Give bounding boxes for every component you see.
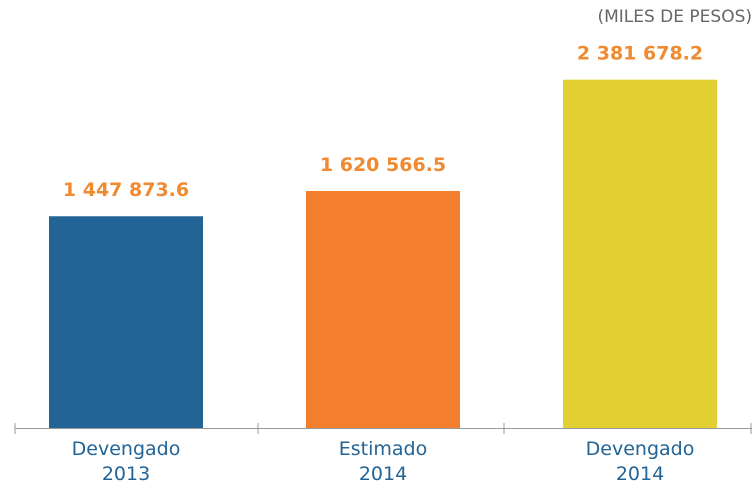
unit-label: (MILES DE PESOS) xyxy=(597,7,752,27)
value-label: 2 381 678.2 xyxy=(577,43,703,65)
value-label: 1 620 566.5 xyxy=(320,154,446,176)
x-tick-label: Devengado 2013 xyxy=(71,438,181,485)
bar xyxy=(49,216,203,428)
bar xyxy=(563,79,717,428)
x-tick-label: Devengado 2014 xyxy=(585,438,695,485)
value-label: 1 447 873.6 xyxy=(63,179,189,201)
x-tick-label: Estimado 2014 xyxy=(338,438,428,485)
bar xyxy=(306,190,460,428)
